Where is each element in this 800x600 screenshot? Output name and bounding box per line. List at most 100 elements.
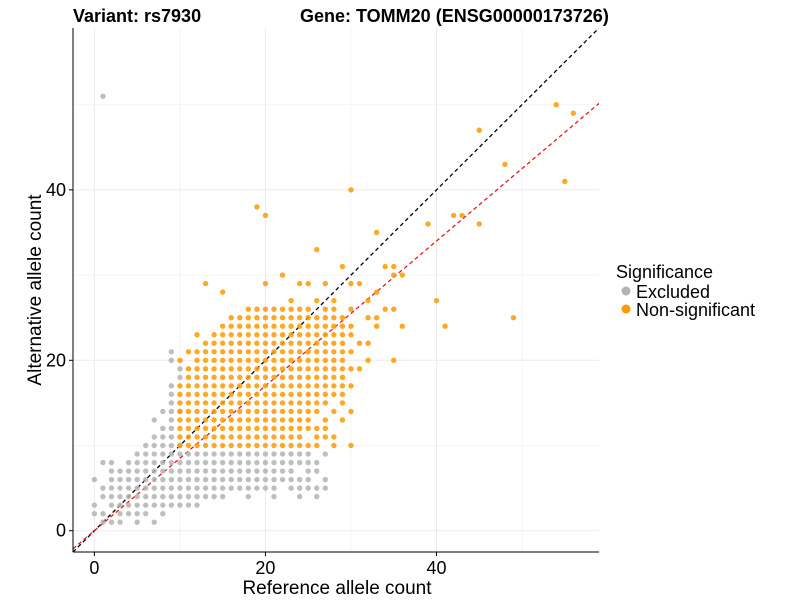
data-point bbox=[314, 323, 320, 329]
data-point bbox=[322, 476, 329, 483]
data-point bbox=[177, 502, 183, 508]
data-point bbox=[254, 340, 260, 346]
data-point bbox=[211, 340, 217, 346]
data-point bbox=[510, 314, 517, 321]
data-point bbox=[108, 502, 115, 508]
data-point bbox=[262, 485, 269, 491]
data-point bbox=[151, 459, 157, 466]
data-point bbox=[322, 323, 329, 329]
data-point bbox=[237, 408, 243, 415]
data-point bbox=[219, 485, 226, 491]
data-point bbox=[185, 468, 192, 474]
data-point bbox=[211, 476, 217, 483]
data-point bbox=[339, 391, 346, 398]
data-point bbox=[331, 391, 337, 398]
data-point bbox=[177, 468, 183, 474]
data-point bbox=[151, 485, 157, 491]
data-point bbox=[296, 306, 303, 312]
data-point bbox=[271, 323, 277, 329]
data-point bbox=[279, 374, 286, 381]
data-point bbox=[177, 476, 183, 483]
data-point bbox=[177, 459, 183, 466]
data-point bbox=[219, 340, 226, 346]
legend: Significance Excluded Non-significant bbox=[616, 262, 755, 320]
data-point bbox=[305, 314, 311, 321]
data-point bbox=[185, 493, 192, 500]
data-point bbox=[373, 314, 380, 321]
data-point bbox=[134, 493, 140, 500]
data-point bbox=[288, 297, 294, 304]
legend-nonsignificant-swatch bbox=[621, 304, 631, 314]
data-point bbox=[108, 459, 115, 466]
data-point bbox=[262, 212, 269, 219]
data-point bbox=[262, 323, 269, 329]
data-point bbox=[305, 417, 311, 423]
data-point bbox=[373, 323, 380, 329]
data-point bbox=[185, 349, 192, 355]
data-point bbox=[348, 323, 354, 329]
data-point bbox=[160, 485, 166, 491]
data-point bbox=[365, 314, 371, 321]
data-point bbox=[177, 493, 183, 500]
data-point bbox=[331, 357, 337, 363]
data-point bbox=[314, 314, 320, 321]
data-point bbox=[185, 502, 192, 508]
data-point bbox=[211, 459, 217, 466]
data-point bbox=[185, 408, 192, 415]
data-point bbox=[168, 383, 175, 389]
data-point bbox=[134, 451, 140, 457]
data-point bbox=[314, 374, 320, 381]
data-point bbox=[125, 476, 132, 483]
data-point bbox=[245, 476, 252, 483]
data-point bbox=[168, 442, 175, 449]
data-point bbox=[245, 366, 252, 372]
data-point bbox=[296, 366, 303, 372]
data-point bbox=[305, 366, 311, 372]
data-point bbox=[142, 468, 149, 474]
data-point bbox=[245, 425, 252, 432]
data-point bbox=[245, 408, 252, 415]
data-point bbox=[314, 434, 320, 440]
data-point bbox=[134, 459, 140, 466]
data-point bbox=[288, 366, 294, 372]
data-point bbox=[245, 451, 252, 457]
data-point bbox=[228, 459, 234, 466]
data-point bbox=[562, 178, 568, 185]
data-point bbox=[194, 332, 200, 338]
data-point bbox=[151, 417, 157, 423]
data-point bbox=[202, 442, 209, 449]
data-point bbox=[476, 221, 482, 227]
data-point bbox=[177, 391, 183, 398]
data-point bbox=[228, 314, 234, 321]
data-point bbox=[219, 391, 226, 398]
data-point bbox=[237, 485, 243, 491]
data-point bbox=[202, 476, 209, 483]
data-point bbox=[142, 459, 149, 466]
data-point bbox=[254, 204, 260, 210]
data-point bbox=[254, 349, 260, 355]
data-point bbox=[125, 502, 132, 508]
data-point bbox=[322, 485, 329, 491]
data-point bbox=[279, 323, 286, 329]
data-point bbox=[177, 366, 183, 372]
data-point bbox=[237, 340, 243, 346]
data-point bbox=[168, 408, 175, 415]
data-point bbox=[339, 314, 346, 321]
data-point bbox=[254, 332, 260, 338]
data-point bbox=[425, 221, 431, 227]
data-point bbox=[177, 374, 183, 381]
data-point bbox=[271, 332, 277, 338]
data-point bbox=[219, 408, 226, 415]
data-point bbox=[339, 417, 346, 423]
data-point bbox=[271, 417, 277, 423]
data-point bbox=[365, 297, 371, 304]
data-point bbox=[194, 383, 200, 389]
data-point bbox=[245, 357, 252, 363]
data-point bbox=[262, 417, 269, 423]
data-point bbox=[382, 306, 388, 312]
data-point bbox=[194, 468, 200, 474]
data-point bbox=[142, 502, 149, 508]
data-point bbox=[322, 434, 329, 440]
data-point bbox=[322, 357, 329, 363]
data-point bbox=[142, 485, 149, 491]
